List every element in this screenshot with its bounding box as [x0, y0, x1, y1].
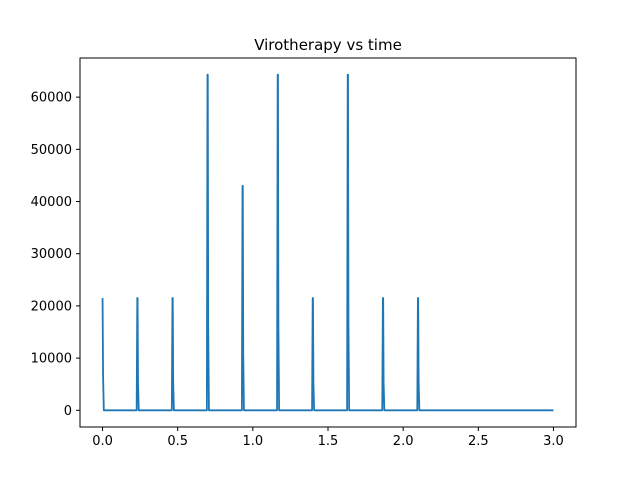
- plot-layer: [101, 73, 554, 412]
- x-tick-label: 1.5: [318, 434, 339, 449]
- y-tick-label: 10000: [31, 352, 72, 367]
- y-tick-label: 60000: [31, 91, 72, 106]
- axes-layer: 0.0 0.5 1.0 1.5 2.0 2.5 3.0 0 10000 20000 30000 400…: [31, 57, 577, 449]
- x-tick-label: 2.5: [468, 434, 489, 449]
- x-tick-label: 0.5: [167, 434, 188, 449]
- y-tick-label: 20000: [31, 299, 72, 314]
- x-tick-label: 2.0: [393, 434, 414, 449]
- y-tick-label: 0: [64, 404, 72, 419]
- chart-title: Virotherapy vs time: [254, 36, 402, 54]
- y-tick-label: 40000: [31, 195, 72, 210]
- x-tick-label: 0.0: [92, 434, 113, 449]
- y-tick-label: 50000: [31, 143, 72, 158]
- x-tick-label: 1.0: [243, 434, 264, 449]
- series-line: [101, 73, 554, 412]
- x-tick-label: 3.0: [543, 434, 564, 449]
- y-tick-label: 30000: [31, 247, 72, 262]
